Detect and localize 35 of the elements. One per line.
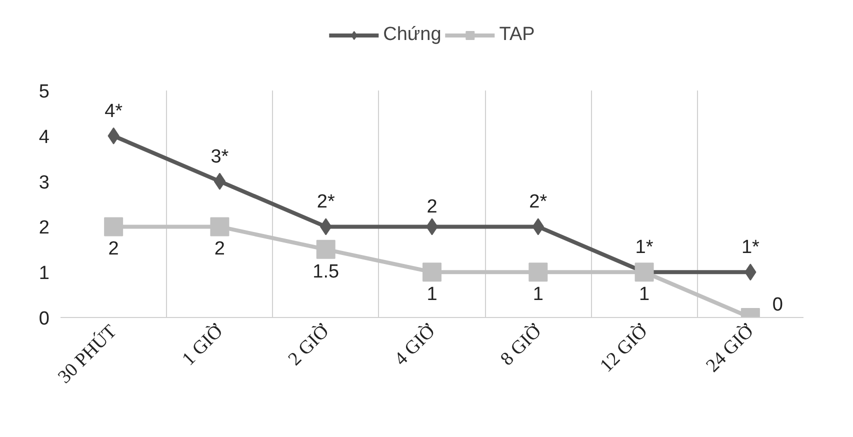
data-label: 1 <box>532 284 544 306</box>
data-label: 1.5 <box>312 261 340 282</box>
point <box>422 262 442 282</box>
y-tick-label: 1 <box>38 263 50 284</box>
y-tick-label: 0 <box>38 308 50 330</box>
point <box>634 262 654 282</box>
data-label: 1 <box>426 284 438 306</box>
data-label: 2* <box>529 192 548 213</box>
x-tick-label: 24 GIỜ <box>702 319 759 377</box>
x-tick-label: 1 GIỜ <box>178 319 228 370</box>
x-tick-label: 12 GIỜ <box>595 319 653 377</box>
x-tick-label: 2 GIỜ <box>284 319 334 370</box>
point <box>316 240 336 259</box>
point <box>528 262 548 282</box>
point <box>214 172 226 190</box>
y-tick-label: 2 <box>38 218 50 239</box>
data-label: 2 <box>426 196 438 218</box>
data-label: 1* <box>635 237 654 258</box>
y-tick-label: 5 <box>38 82 50 102</box>
y-tick-label: 4 <box>38 126 50 148</box>
data-label: 2 <box>108 238 119 260</box>
data-label: 4* <box>104 100 124 122</box>
point <box>104 217 124 236</box>
legend-label: Chứng <box>383 24 442 46</box>
data-label: 1* <box>741 237 760 258</box>
data-label: 2* <box>316 192 336 213</box>
data-label: 2 <box>214 238 226 260</box>
data-label: 3* <box>210 146 230 168</box>
legend-label: TAP <box>499 24 535 46</box>
x-tick-label: 4 GIỜ <box>390 319 440 370</box>
x-tick-label: 8 GIỜ <box>496 319 546 370</box>
y-tick-label: 3 <box>38 172 50 194</box>
point <box>210 217 230 236</box>
data-label: 0 <box>772 294 784 316</box>
data-label: 1 <box>639 284 650 306</box>
